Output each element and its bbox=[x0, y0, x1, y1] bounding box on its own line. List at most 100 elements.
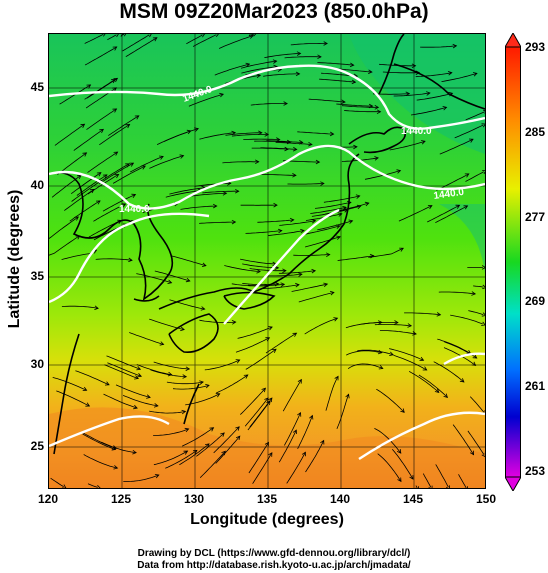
coastlines bbox=[49, 34, 485, 455]
streamline bbox=[112, 165, 146, 184]
streamline-arrowhead bbox=[336, 235, 341, 240]
streamline bbox=[241, 66, 278, 74]
streamline bbox=[248, 34, 255, 37]
streamline-arrowhead bbox=[292, 173, 297, 178]
streamline-arrowhead bbox=[301, 451, 306, 457]
streamline-arrowhead bbox=[221, 450, 226, 456]
streamline bbox=[262, 284, 300, 289]
x-tick-140: 140 bbox=[329, 492, 351, 506]
streamline-arrowhead bbox=[481, 123, 485, 128]
streamline-arrowhead bbox=[185, 277, 191, 283]
streamline-arrowhead bbox=[481, 321, 485, 326]
streamline-arrowhead bbox=[137, 373, 142, 378]
streamline bbox=[393, 92, 430, 97]
streamline-arrowhead bbox=[329, 290, 335, 296]
streamline bbox=[54, 123, 85, 146]
streamline bbox=[218, 35, 254, 49]
streamline-arrowhead bbox=[112, 87, 117, 92]
streamline bbox=[435, 464, 449, 488]
streamline bbox=[244, 397, 269, 427]
streamline bbox=[452, 424, 474, 455]
streamline-arrowhead bbox=[86, 84, 92, 89]
streamline-arrowhead bbox=[273, 202, 278, 208]
streamline bbox=[136, 273, 172, 284]
streamline-arrowhead bbox=[80, 123, 86, 128]
streamline bbox=[357, 349, 394, 356]
streamline-arrowhead bbox=[74, 216, 79, 221]
streamline bbox=[304, 225, 340, 235]
streamline-arrowhead bbox=[323, 41, 328, 46]
streamline bbox=[374, 324, 412, 327]
streamline-arrowhead bbox=[258, 130, 263, 136]
streamline bbox=[337, 255, 374, 261]
colorbar-tick-269: 269 bbox=[525, 294, 546, 308]
streamline-arrowhead bbox=[264, 132, 270, 137]
streamline-arrowhead bbox=[412, 331, 417, 336]
streamline-arrowhead bbox=[89, 188, 95, 194]
streamline-arrowhead bbox=[405, 91, 411, 97]
streamline bbox=[70, 172, 102, 195]
streamline bbox=[450, 314, 483, 325]
streamline-arrowhead bbox=[280, 282, 286, 287]
streamline bbox=[93, 203, 126, 222]
streamline-arrowhead bbox=[472, 72, 478, 77]
x-tick-125: 125 bbox=[110, 492, 132, 506]
streamline-arrowhead bbox=[154, 474, 160, 479]
streamline-arrowhead bbox=[125, 124, 131, 129]
streamline bbox=[245, 348, 277, 370]
streamline bbox=[180, 205, 217, 210]
streamline bbox=[83, 454, 118, 469]
streamline bbox=[251, 147, 289, 150]
streamline bbox=[323, 195, 360, 203]
streamline-arrowhead bbox=[400, 408, 405, 413]
streamline-arrowhead bbox=[253, 34, 257, 37]
streamline bbox=[165, 190, 202, 198]
streamline-arrowhead bbox=[300, 228, 305, 234]
streamline-arrowhead bbox=[136, 366, 142, 371]
streamline bbox=[465, 171, 484, 182]
streamline bbox=[99, 124, 130, 146]
streamline-arrowhead bbox=[397, 477, 402, 483]
streamline-arrowhead bbox=[415, 486, 419, 488]
streamline bbox=[317, 220, 353, 231]
streamline-arrowhead bbox=[342, 205, 347, 211]
streamline bbox=[304, 236, 341, 248]
streamline bbox=[51, 174, 82, 198]
streamline-arrowhead bbox=[428, 485, 433, 488]
streamline bbox=[252, 452, 273, 484]
streamline bbox=[106, 355, 141, 370]
streamline-arrowhead bbox=[181, 409, 187, 415]
streamline-arrowhead bbox=[132, 449, 137, 455]
streamline bbox=[391, 449, 414, 480]
streamline-arrowhead bbox=[345, 393, 350, 399]
streamline bbox=[418, 374, 448, 398]
streamline-arrowhead bbox=[215, 393, 221, 398]
streamline bbox=[287, 183, 324, 185]
streamline-arrowhead bbox=[272, 348, 277, 353]
streamline bbox=[87, 483, 98, 488]
streamline-arrowhead bbox=[442, 106, 448, 111]
colorbar-tick-253: 253 bbox=[525, 464, 546, 478]
streamline-arrowhead bbox=[337, 212, 343, 217]
contour-label-2: 1440.0 bbox=[401, 126, 432, 137]
streamline-arrowhead bbox=[256, 73, 262, 79]
streamline bbox=[249, 397, 273, 428]
streamline bbox=[71, 180, 102, 202]
streamline-arrowhead bbox=[128, 257, 133, 263]
streamline-arrowhead bbox=[235, 188, 240, 194]
colorbar-graphic bbox=[504, 31, 522, 493]
cool-region-east bbox=[439, 204, 485, 274]
streamline-arrowhead bbox=[134, 375, 139, 380]
streamline bbox=[215, 435, 241, 464]
streamline-arrowhead bbox=[231, 219, 237, 225]
streamline-arrowhead bbox=[353, 144, 358, 150]
streamline bbox=[213, 426, 240, 454]
streamline bbox=[346, 350, 382, 356]
streamline-arrowhead bbox=[179, 154, 185, 159]
streamline-arrowhead bbox=[183, 450, 189, 455]
streamline-arrowhead bbox=[205, 383, 210, 389]
streamline bbox=[469, 396, 485, 413]
map-title: MSM 09Z20Mar2023 (850.0hPa) bbox=[119, 0, 429, 23]
streamline bbox=[433, 361, 465, 383]
streamline bbox=[290, 42, 328, 46]
